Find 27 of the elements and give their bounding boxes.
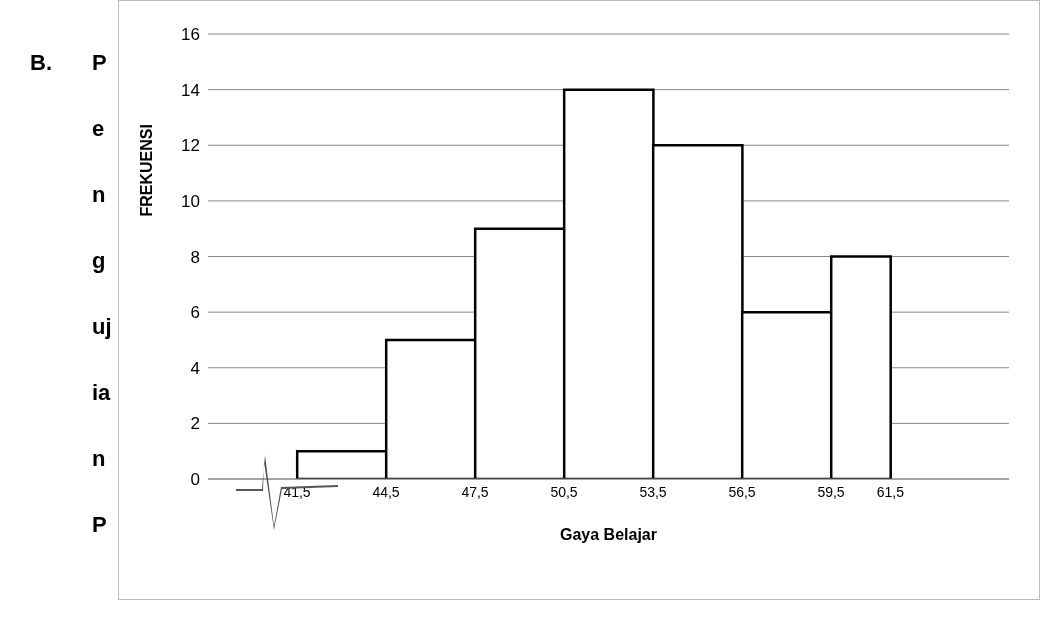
- y-tick-label: 14: [181, 80, 200, 100]
- text: n: [92, 446, 106, 472]
- x-tick-label: 44,5: [372, 483, 400, 500]
- x-tick-label: 56,5: [728, 483, 756, 500]
- x-tick-label: 59,5: [817, 483, 845, 500]
- y-tick-label: 16: [181, 25, 200, 45]
- x-tick-label: 61,5: [876, 483, 905, 500]
- text: uj: [92, 314, 112, 340]
- y-tick-label: 2: [190, 414, 200, 434]
- text: ia: [92, 380, 111, 406]
- x-axis-title: Gaya Belajar: [560, 526, 657, 544]
- text: n: [92, 182, 106, 208]
- text: P: [92, 50, 107, 76]
- y-tick-label: 10: [181, 191, 200, 211]
- y-tick-label: 8: [190, 247, 200, 267]
- x-tick-label: 47,5: [461, 483, 489, 500]
- text: g: [92, 248, 106, 274]
- text: e: [92, 116, 105, 142]
- x-tick-label: 50,5: [550, 483, 578, 500]
- text: P: [92, 512, 107, 538]
- y-tick-label: 0: [190, 470, 200, 490]
- y-tick-label: 6: [190, 303, 200, 323]
- x-tick-label: 53,5: [639, 483, 667, 500]
- y-axis-title: FREKUENSI: [137, 124, 155, 217]
- y-tick-label: 12: [181, 136, 200, 156]
- text: B.: [30, 50, 52, 76]
- y-tick-label: 4: [190, 358, 200, 378]
